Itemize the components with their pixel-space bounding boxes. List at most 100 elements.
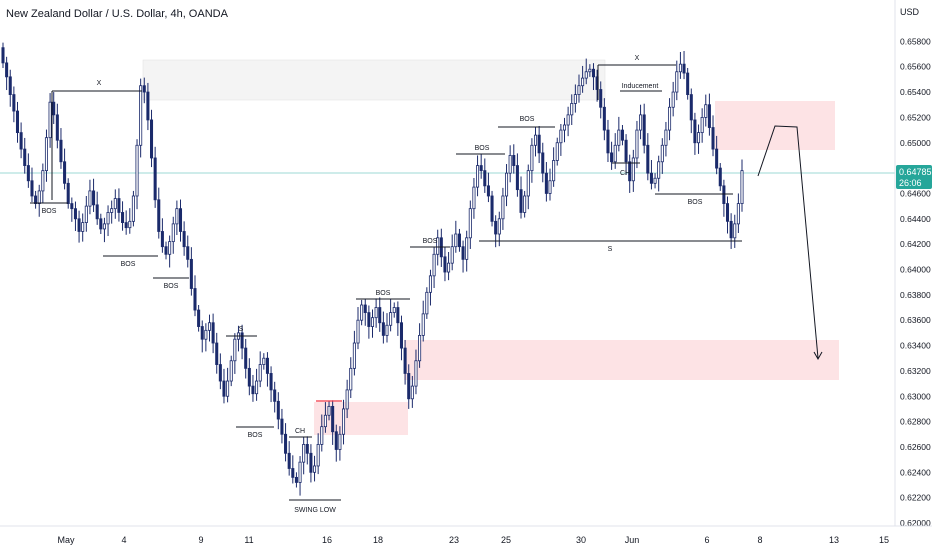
candle-body-up [472, 186, 476, 210]
candle [211, 313, 215, 354]
candle-body-up [675, 71, 679, 93]
candle [479, 154, 483, 179]
candle-body-down [247, 367, 251, 387]
candle [131, 190, 135, 227]
candle [494, 215, 498, 248]
candle-body-up [581, 77, 585, 87]
candle-body-up [562, 124, 567, 131]
candle-body-down [291, 468, 295, 478]
candle-body-down [95, 204, 99, 220]
candle [447, 252, 451, 281]
price-tick-label: 0.63800 [900, 290, 931, 300]
candle-body-down [15, 110, 20, 134]
candle-body-up [530, 144, 534, 172]
candle-body-down [121, 212, 125, 224]
candle [124, 210, 128, 235]
candle [686, 67, 690, 100]
candle [273, 381, 277, 413]
candle [44, 129, 48, 182]
candle [639, 104, 643, 140]
candle [610, 141, 614, 170]
candle [291, 455, 295, 484]
candle-body-down [610, 152, 614, 163]
candle-body-up [613, 144, 617, 163]
candle-body-down [515, 165, 519, 191]
candle [19, 122, 23, 159]
candle [378, 297, 382, 332]
candle [142, 77, 146, 104]
candle-body-down [541, 152, 545, 174]
candle-body-down [157, 199, 161, 232]
price-tick-label: 0.64400 [900, 214, 931, 224]
candle-body-down [5, 62, 9, 78]
x-label: X [635, 55, 640, 62]
price-tick-label: 0.62800 [900, 417, 931, 427]
candle [66, 178, 70, 209]
candle [537, 126, 541, 164]
candle-body-up [262, 357, 266, 365]
last-price-badge: 0.64785 26:06 [896, 165, 932, 189]
candle [356, 307, 360, 350]
candle [385, 313, 389, 343]
candle [280, 408, 284, 444]
candle [624, 134, 628, 175]
bos-label: BOS [688, 199, 703, 206]
time-tick-label: 6 [704, 535, 709, 545]
candle-body-up [323, 414, 327, 428]
candle [722, 179, 726, 217]
candle-body-down [30, 180, 34, 197]
candle-body-up [204, 329, 208, 340]
candle [226, 367, 230, 403]
candle [352, 330, 356, 376]
candle [490, 190, 494, 227]
candle-body-up [697, 132, 701, 144]
candle [617, 116, 621, 152]
candle-body-up [48, 101, 52, 139]
candle [533, 127, 538, 157]
inducement-label: Inducement [622, 83, 659, 90]
candle-body-up [476, 165, 480, 188]
price-tick-label: 0.65600 [900, 62, 931, 72]
candle-body-down [309, 452, 313, 473]
candle [439, 228, 443, 267]
candle-body-down [287, 452, 291, 469]
candle-body-down [707, 104, 711, 128]
candle [88, 179, 92, 215]
candle [73, 201, 77, 231]
candle [189, 247, 193, 296]
candle-body-down [124, 222, 128, 229]
candle [52, 92, 56, 124]
candle [584, 58, 588, 85]
candle-body-up [700, 117, 704, 134]
candle [222, 368, 226, 404]
candle [370, 309, 375, 338]
candle-body-up [338, 433, 342, 450]
candle [258, 351, 262, 388]
candle [30, 167, 34, 203]
candle [331, 400, 335, 445]
candle-body-up [360, 304, 364, 321]
candle [403, 339, 407, 385]
candle [631, 149, 635, 192]
candle-body-up [450, 246, 454, 264]
candle [512, 144, 516, 174]
candle-body-up [447, 262, 451, 273]
candle [218, 353, 222, 390]
candle [675, 60, 679, 101]
candle [287, 441, 291, 476]
candle-body-down [331, 405, 335, 433]
candle-body-down [26, 165, 30, 182]
candle-body-down [642, 114, 646, 146]
candle [229, 355, 233, 387]
candle [519, 176, 523, 219]
candle-body-up [548, 180, 552, 194]
candle-body-down [8, 76, 12, 95]
candle-body-up [436, 237, 440, 255]
last-price-timer: 26:06 [899, 178, 922, 188]
candle-body-down [63, 161, 67, 184]
candle [606, 119, 610, 163]
candle-body-down [164, 246, 168, 255]
candle [338, 426, 342, 461]
candle [146, 82, 150, 131]
